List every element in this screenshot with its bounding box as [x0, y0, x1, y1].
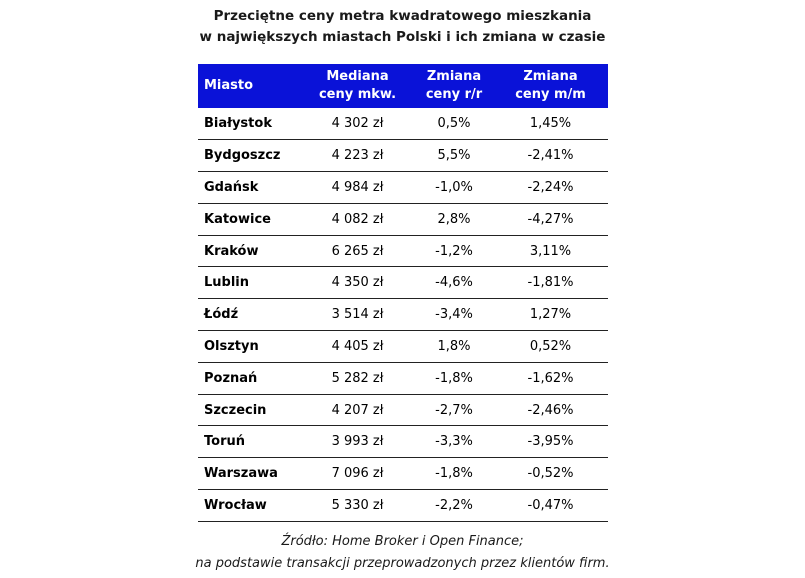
yoy-cell: 1,8%	[415, 330, 493, 363]
source-line-1: Źródło: Home Broker i Open Finance;	[281, 534, 524, 549]
header-city: Miasto	[204, 78, 254, 93]
table-row: Szczecin 4 207 zł -2,7% -2,46%	[198, 394, 608, 427]
price-table: Miasto Mediana ceny mkw. Zmiana ceny r/r…	[198, 64, 608, 522]
city-cell: Kraków	[198, 235, 300, 268]
table-row: Gdańsk 4 984 zł -1,0% -2,24%	[198, 171, 608, 204]
mom-cell: -1,81%	[493, 266, 608, 300]
median-cell: 4 223 zł	[300, 139, 415, 173]
title-line-2: w największych miastach Polski i ich zmi…	[199, 29, 606, 45]
city-cell: Lublin	[198, 266, 300, 300]
header-yoy: Zmiana ceny r/r	[415, 64, 493, 108]
yoy-cell: -3,4%	[415, 298, 493, 332]
yoy-cell: -2,7%	[415, 394, 493, 427]
city-cell: Wrocław	[198, 489, 300, 522]
yoy-cell: 2,8%	[415, 203, 493, 236]
city-cell: Warszawa	[198, 457, 300, 491]
yoy-cell: 5,5%	[415, 139, 493, 173]
header-median-line-1: Mediana	[326, 69, 389, 84]
median-cell: 4 984 zł	[300, 171, 415, 204]
mom-cell: 1,45%	[493, 108, 608, 141]
city-cell: Bydgoszcz	[198, 139, 300, 173]
header-row: Miasto Mediana ceny mkw. Zmiana ceny r/r…	[198, 64, 608, 108]
table-row: Wrocław 5 330 zł -2,2% -0,47%	[198, 489, 608, 522]
source-note: Źródło: Home Broker i Open Finance; na p…	[0, 531, 805, 575]
median-cell: 3 514 zł	[300, 298, 415, 332]
city-cell: Poznań	[198, 362, 300, 395]
table-row: Poznań 5 282 zł -1,8% -1,62%	[198, 362, 608, 395]
table-row: Warszawa 7 096 zł -1,8% -0,52%	[198, 457, 608, 491]
yoy-cell: -4,6%	[415, 266, 493, 300]
median-cell: 5 330 zł	[300, 489, 415, 522]
median-cell: 7 096 zł	[300, 457, 415, 491]
yoy-cell: -3,3%	[415, 425, 493, 459]
yoy-cell: -1,8%	[415, 362, 493, 395]
mom-cell: -2,41%	[493, 139, 608, 173]
table-header: Miasto Mediana ceny mkw. Zmiana ceny r/r…	[198, 64, 608, 108]
mom-cell: -4,27%	[493, 203, 608, 236]
median-cell: 4 302 zł	[300, 108, 415, 141]
median-cell: 4 207 zł	[300, 394, 415, 427]
yoy-cell: 0,5%	[415, 108, 493, 141]
yoy-cell: -1,8%	[415, 457, 493, 491]
header-mom: Zmiana ceny m/m	[493, 64, 608, 108]
city-cell: Katowice	[198, 203, 300, 236]
header-mom-line-1: Zmiana	[523, 69, 578, 84]
header-median: Mediana ceny mkw.	[300, 64, 415, 108]
mom-cell: 0,52%	[493, 330, 608, 363]
mom-cell: -2,24%	[493, 171, 608, 204]
table-row: Olsztyn 4 405 zł 1,8% 0,52%	[198, 330, 608, 363]
city-cell: Szczecin	[198, 394, 300, 427]
source-line-2: na podstawie transakcji przeprowadzonych…	[195, 556, 610, 571]
mom-cell: -0,52%	[493, 457, 608, 491]
yoy-cell: -2,2%	[415, 489, 493, 522]
mom-cell: -1,62%	[493, 362, 608, 395]
median-cell: 4 405 zł	[300, 330, 415, 363]
city-cell: Łódź	[198, 298, 300, 332]
mom-cell: 1,27%	[493, 298, 608, 332]
table-row: Łódź 3 514 zł -3,4% 1,27%	[198, 298, 608, 332]
table-row: Lublin 4 350 zł -4,6% -1,81%	[198, 266, 608, 300]
title-line-1: Przeciętne ceny metra kwadratowego miesz…	[213, 8, 592, 24]
header-yoy-line-1: Zmiana	[426, 69, 482, 84]
median-cell: 3 993 zł	[300, 425, 415, 459]
city-cell: Toruń	[198, 425, 300, 459]
header-yoy-line-2: ceny r/r	[425, 87, 483, 102]
median-cell: 4 082 zł	[300, 203, 415, 236]
table-row: Kraków 6 265 zł -1,2% 3,11%	[198, 235, 608, 268]
mom-cell: -0,47%	[493, 489, 608, 522]
mom-cell: -2,46%	[493, 394, 608, 427]
header-median-line-2: ceny mkw.	[318, 87, 397, 102]
city-cell: Gdańsk	[198, 171, 300, 204]
table-title: Przeciętne ceny metra kwadratowego miesz…	[0, 6, 805, 48]
city-cell: Olsztyn	[198, 330, 300, 363]
median-cell: 4 350 zł	[300, 266, 415, 300]
table-row: Białystok 4 302 zł 0,5% 1,45%	[198, 108, 608, 141]
yoy-cell: -1,2%	[415, 235, 493, 268]
table-row: Katowice 4 082 zł 2,8% -4,27%	[198, 203, 608, 236]
header-mom-line-2: ceny m/m	[515, 87, 586, 102]
mom-cell: 3,11%	[493, 235, 608, 268]
city-cell: Białystok	[198, 108, 300, 141]
median-cell: 6 265 zł	[300, 235, 415, 268]
table-row: Toruń 3 993 zł -3,3% -3,95%	[198, 425, 608, 459]
yoy-cell: -1,0%	[415, 171, 493, 204]
table-body: Białystok 4 302 zł 0,5% 1,45% Bydgoszcz 4 223…	[198, 108, 608, 522]
table-row: Bydgoszcz 4 223 zł 5,5% -2,41%	[198, 139, 608, 173]
mom-cell: -3,95%	[493, 425, 608, 459]
median-cell: 5 282 zł	[300, 362, 415, 395]
